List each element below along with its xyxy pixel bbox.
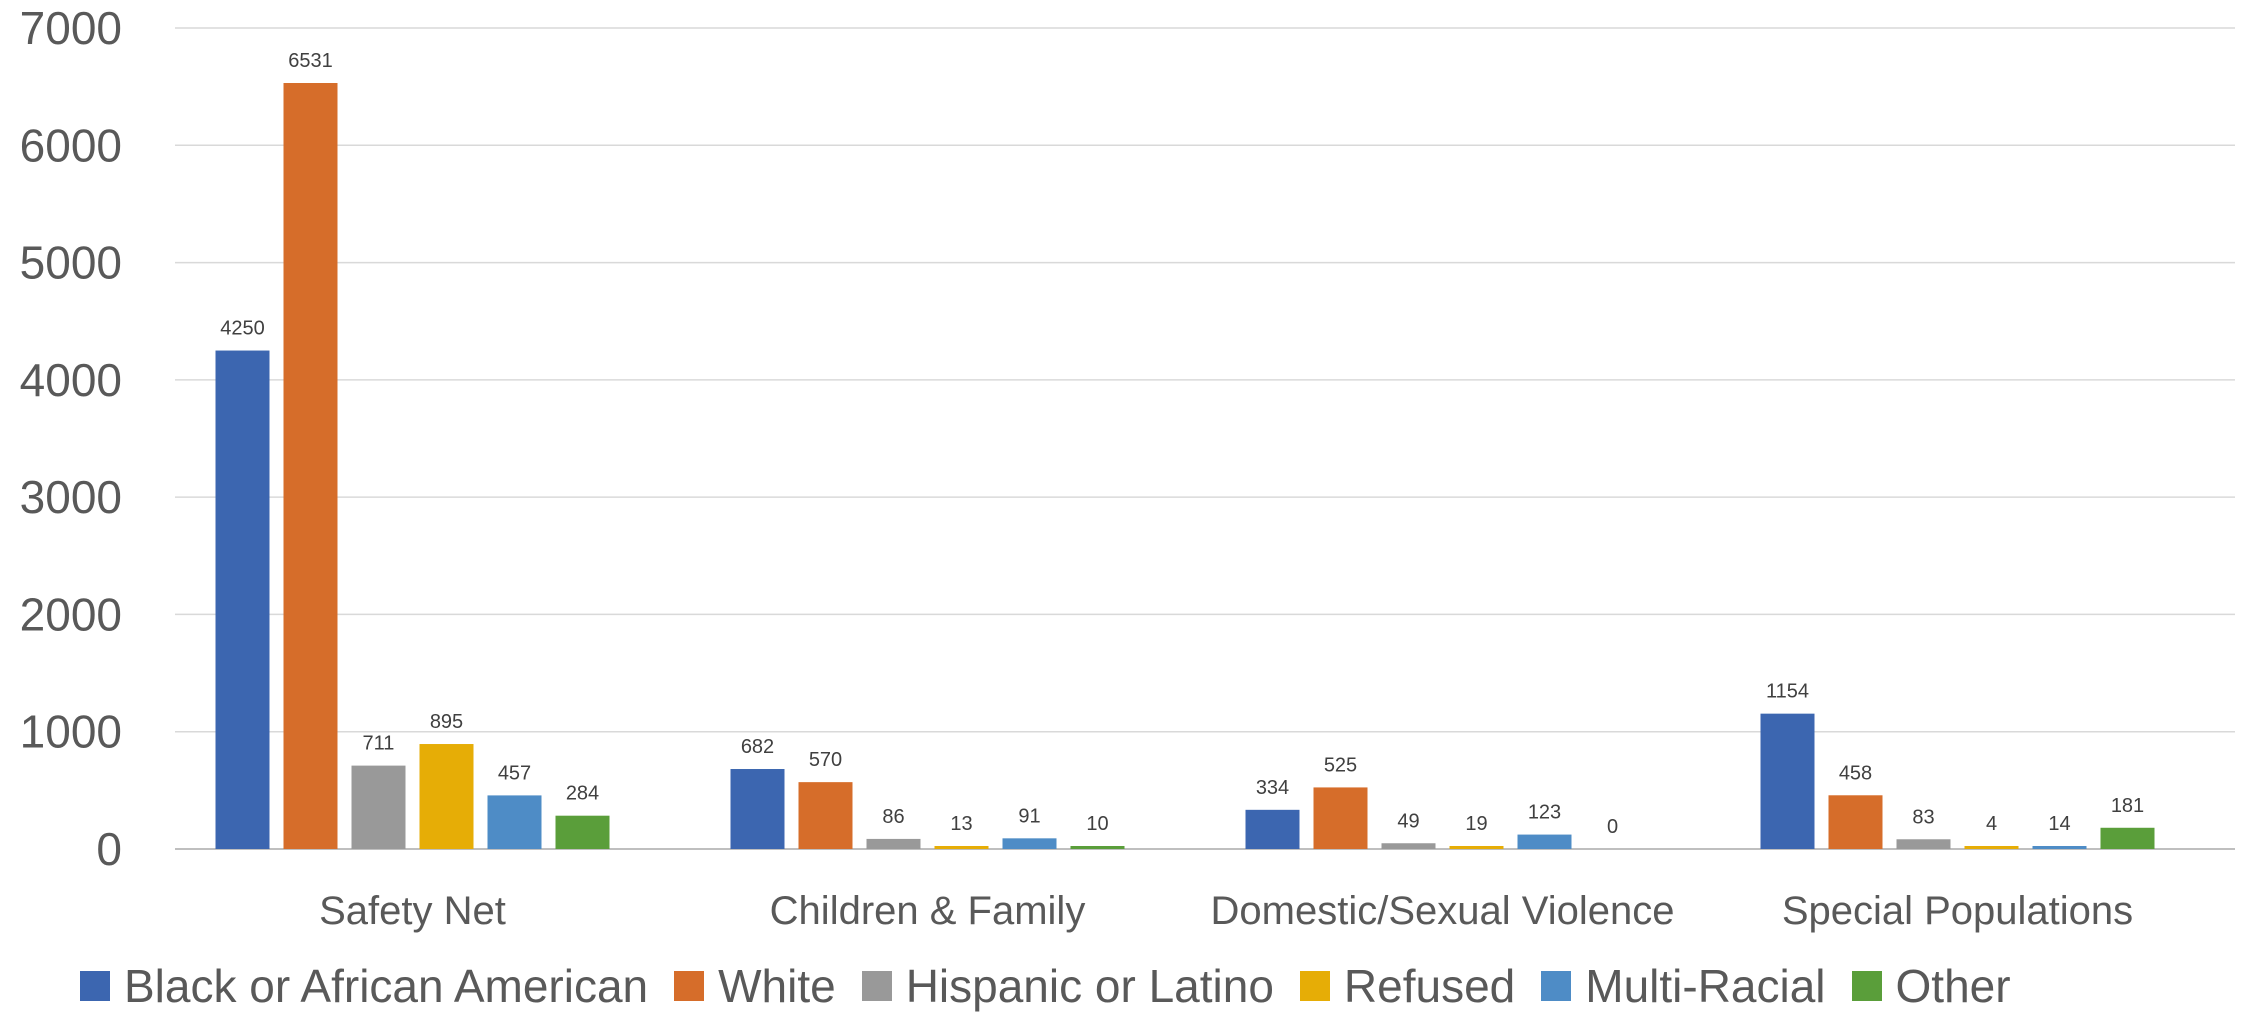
y-tick-label: 7000 — [20, 2, 122, 54]
legend-label: White — [718, 960, 836, 1012]
y-tick-label: 4000 — [20, 354, 122, 406]
data-label: 86 — [882, 806, 904, 828]
legend-item: White — [674, 959, 836, 1013]
data-label: 19 — [1465, 813, 1487, 835]
bar — [1449, 846, 1504, 849]
data-label: 4 — [1986, 813, 1997, 835]
gridlines — [175, 27, 2235, 850]
legend-label: Refused — [1343, 960, 1516, 1012]
bar — [487, 795, 542, 849]
data-label: 895 — [430, 711, 463, 733]
legend-swatch — [1541, 971, 1572, 1001]
bar — [1313, 787, 1368, 849]
bar — [1896, 839, 1951, 849]
x-tick-label: Domestic/Sexual Violence — [1211, 889, 1675, 933]
bar — [1517, 834, 1572, 849]
bar — [730, 769, 785, 849]
data-label: 682 — [741, 736, 774, 758]
legend-item: Black or African American — [80, 959, 648, 1013]
bar — [2032, 846, 2087, 849]
data-label: 4250 — [220, 318, 265, 340]
data-label: 83 — [1912, 806, 1934, 828]
data-label: 13 — [950, 813, 972, 835]
bar — [1760, 713, 1815, 849]
legend-swatch — [861, 971, 892, 1001]
y-axis-ticks: 0 1000 2000 3000 4000 5000 6000 7000 — [20, 2, 122, 875]
bar — [798, 782, 853, 849]
legend-item: Other — [1851, 959, 2011, 1013]
bar — [866, 838, 921, 849]
bar — [419, 744, 474, 849]
data-label: 284 — [566, 783, 599, 805]
data-label: 711 — [363, 733, 395, 755]
data-label: 457 — [498, 762, 531, 784]
legend-label: Black or African American — [124, 960, 649, 1012]
data-label: 334 — [1256, 777, 1289, 799]
bar — [1245, 809, 1300, 849]
y-tick-label: 2000 — [20, 588, 122, 640]
bar — [1828, 795, 1883, 849]
bar — [555, 815, 610, 849]
x-axis-ticks: Safety Net Children & Family Domestic/Sexu… — [319, 889, 2133, 933]
data-label: 14 — [2048, 813, 2070, 835]
y-tick-label: 0 — [96, 823, 122, 875]
data-label: 0 — [1607, 816, 1618, 838]
data-label: 1154 — [1766, 681, 1809, 703]
y-tick-label: 5000 — [20, 237, 122, 289]
data-label: 458 — [1839, 762, 1872, 784]
y-tick-label: 6000 — [20, 119, 122, 171]
x-tick-label: Children & Family — [770, 889, 1086, 933]
bar — [215, 350, 270, 849]
legend-label: Hispanic or Latino — [905, 960, 1274, 1012]
legend-label: Other — [1895, 960, 2011, 1012]
legend-swatch — [674, 971, 705, 1001]
x-tick-label: Safety Net — [319, 889, 506, 933]
data-label: 570 — [809, 749, 842, 771]
y-tick-label: 3000 — [20, 471, 122, 523]
bar — [1070, 846, 1125, 849]
data-label: 91 — [1018, 805, 1040, 827]
bar — [2100, 827, 2155, 849]
legend: Black or African American White Hispanic o… — [80, 958, 2037, 1014]
data-label: 6531 — [288, 50, 333, 72]
bar — [1964, 846, 2019, 849]
bars — [215, 83, 2155, 849]
bar — [1002, 838, 1057, 849]
data-labels: 4250 6531 711 895 457 284 682 570 86 13 91 10 334 525… — [220, 50, 2144, 838]
legend-swatch — [1851, 971, 1882, 1001]
data-label: 123 — [1528, 802, 1561, 824]
legend-label: Multi-Racial — [1585, 960, 1826, 1012]
bar — [934, 846, 989, 849]
legend-item: Refused — [1299, 959, 1516, 1013]
bar — [1381, 843, 1436, 849]
bar — [283, 83, 338, 849]
legend-item: Multi-Racial — [1541, 959, 1826, 1013]
data-label: 525 — [1324, 754, 1357, 776]
legend-swatch — [1299, 971, 1330, 1001]
data-label: 49 — [1397, 810, 1419, 832]
data-label: 181 — [2111, 795, 2144, 817]
legend-swatch — [80, 971, 110, 1001]
bar — [351, 765, 406, 849]
data-label: 10 — [1086, 813, 1108, 835]
y-tick-label: 1000 — [20, 706, 122, 758]
legend-item: Hispanic or Latino — [861, 959, 1274, 1013]
x-tick-label: Special Populations — [1782, 889, 2133, 933]
